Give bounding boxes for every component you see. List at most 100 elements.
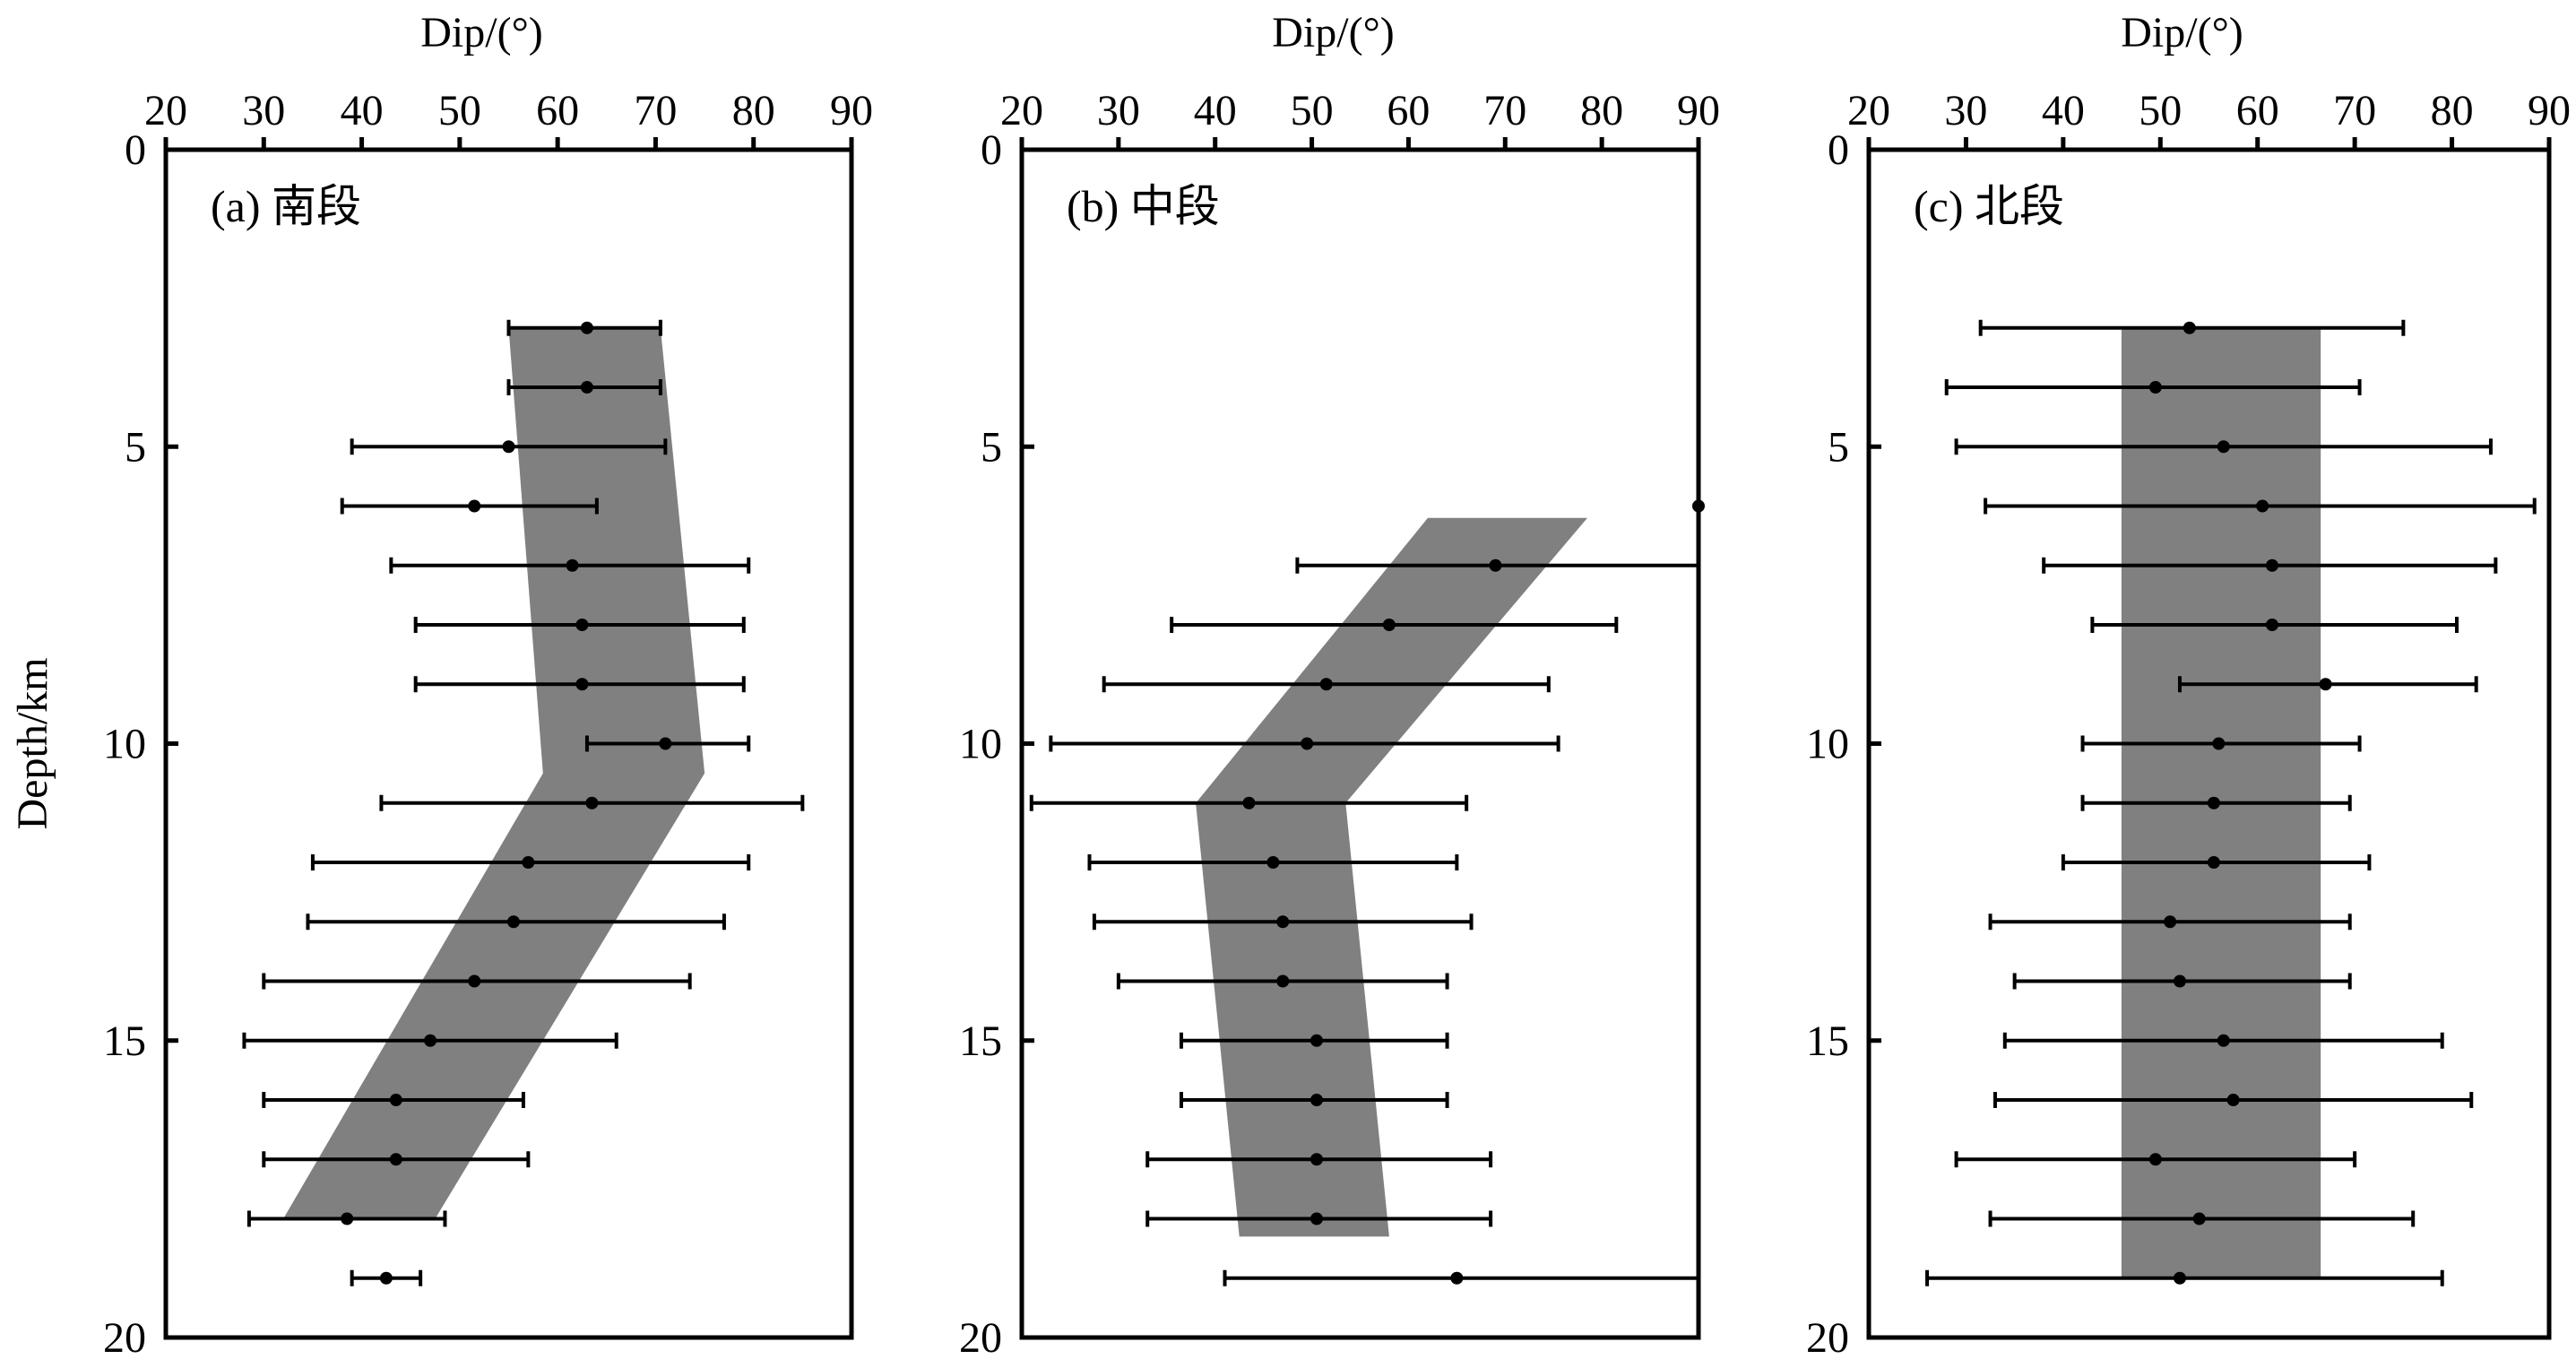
x-tick-label: 80 [732, 87, 775, 134]
data-point [468, 499, 481, 513]
data-point [2192, 1212, 2206, 1225]
y-tick-label: 0 [1828, 126, 1849, 174]
x-tick-label: 60 [536, 87, 579, 134]
data-point [580, 321, 593, 334]
data-point [2217, 1034, 2230, 1047]
data-point [575, 619, 589, 631]
panel-2: 20 30 40 50 60 70 80 90 0 5 10 15 20 Dip/(°) (b) 中段 [959, 9, 1720, 1362]
data-point [1276, 974, 1290, 988]
data-point [2148, 381, 2162, 394]
data-point [1242, 796, 1256, 810]
x-tick-label: 40 [1194, 87, 1237, 134]
data-point [566, 558, 579, 572]
y-tick-label: 0 [125, 126, 146, 174]
data-point [2212, 737, 2226, 750]
x-tick-label: 40 [341, 87, 384, 134]
x-tick-label: 60 [1387, 87, 1430, 134]
data-point [2183, 321, 2196, 334]
data-point [580, 381, 593, 394]
x-tick-label: 20 [1847, 87, 1890, 134]
data-point [2164, 915, 2177, 929]
x-tick-label: 30 [242, 87, 285, 134]
x-tick-label: 90 [830, 87, 873, 134]
x-tick-label: 70 [1483, 87, 1526, 134]
x-tick-label: 70 [2333, 87, 2376, 134]
panel-3: 20 30 40 50 60 70 80 90 0 5 10 15 20 Dip/(°) (c) 北段 [1806, 9, 2571, 1362]
y-tick-label: 0 [981, 126, 1002, 174]
panel-label: (a) 南段 [211, 181, 361, 231]
x-tick-label: 20 [144, 87, 187, 134]
y-tick-label: 15 [103, 1017, 146, 1065]
data-point [1301, 737, 1314, 750]
data-point [1310, 1034, 1323, 1047]
panel-label: (b) 中段 [1067, 181, 1220, 231]
y-tick-label: 20 [103, 1314, 146, 1362]
x-tick-label: 20 [1000, 87, 1043, 134]
data-point [2173, 1271, 2186, 1285]
trend-band [283, 327, 705, 1219]
data-point [2265, 558, 2278, 572]
data-point [2207, 796, 2220, 810]
y-tick-label: 10 [103, 721, 146, 768]
data-point [1382, 619, 1396, 631]
y-tick-label: 5 [1828, 423, 1849, 471]
data-point [1692, 499, 1705, 513]
y-tick-label: 5 [981, 423, 1002, 471]
data-point [2226, 1094, 2240, 1106]
x-tick-label: 50 [1291, 87, 1334, 134]
panel-label: (c) 北段 [1914, 181, 2064, 231]
x-tick-label: 50 [438, 87, 481, 134]
data-point [2148, 1153, 2162, 1166]
data-point [1319, 678, 1333, 691]
data-point [2256, 499, 2269, 513]
data-point [502, 440, 515, 454]
x-axis-title: Dip/(°) [1272, 9, 1395, 56]
data-point [341, 1212, 354, 1225]
data-point [1276, 915, 1290, 929]
x-tick-label: 80 [1580, 87, 1623, 134]
data-point [585, 796, 599, 810]
data-point [522, 856, 535, 869]
y-tick-label: 5 [125, 423, 146, 471]
panel-1: 20 30 40 50 60 70 80 90 0 5 10 15 20 Dip/(°) (a) 南段 Dep… [9, 9, 873, 1362]
data-point [389, 1094, 402, 1106]
y-tick-label: 10 [1806, 721, 1849, 768]
x-tick-label: 60 [2236, 87, 2279, 134]
x-tick-label: 70 [634, 87, 677, 134]
trend-band [1196, 517, 1587, 1237]
data-point [424, 1034, 437, 1047]
data-point [2217, 440, 2230, 454]
x-tick-label: 90 [2528, 87, 2571, 134]
x-tick-label: 50 [2139, 87, 2182, 134]
y-tick-label: 20 [959, 1314, 1002, 1362]
x-tick-label: 90 [1677, 87, 1720, 134]
data-point [2319, 678, 2332, 691]
data-point [389, 1153, 402, 1166]
x-tick-label: 80 [2431, 87, 2474, 134]
data-point [659, 737, 672, 750]
x-tick-label: 30 [1097, 87, 1140, 134]
data-point [1450, 1271, 1464, 1285]
y-tick-label: 15 [1806, 1017, 1849, 1065]
y-axis-title: Depth/km [9, 658, 56, 830]
y-tick-label: 20 [1806, 1314, 1849, 1362]
data-point [2173, 974, 2186, 988]
y-tick-label: 10 [959, 721, 1002, 768]
data-point [506, 915, 520, 929]
data-point [575, 678, 589, 691]
data-point [1310, 1212, 1323, 1225]
data-point [1266, 856, 1280, 869]
data-point [1489, 558, 1502, 572]
x-tick-label: 40 [2042, 87, 2085, 134]
data-point [2207, 856, 2220, 869]
data-point [1310, 1153, 1323, 1166]
data-point [468, 974, 481, 988]
data-point [379, 1271, 393, 1285]
x-tick-label: 30 [1944, 87, 1987, 134]
y-tick-label: 15 [959, 1017, 1002, 1065]
x-axis-title: Dip/(°) [2121, 9, 2243, 56]
x-axis-title: Dip/(°) [420, 9, 543, 56]
data-point [2265, 619, 2278, 631]
data-point [1310, 1094, 1323, 1106]
